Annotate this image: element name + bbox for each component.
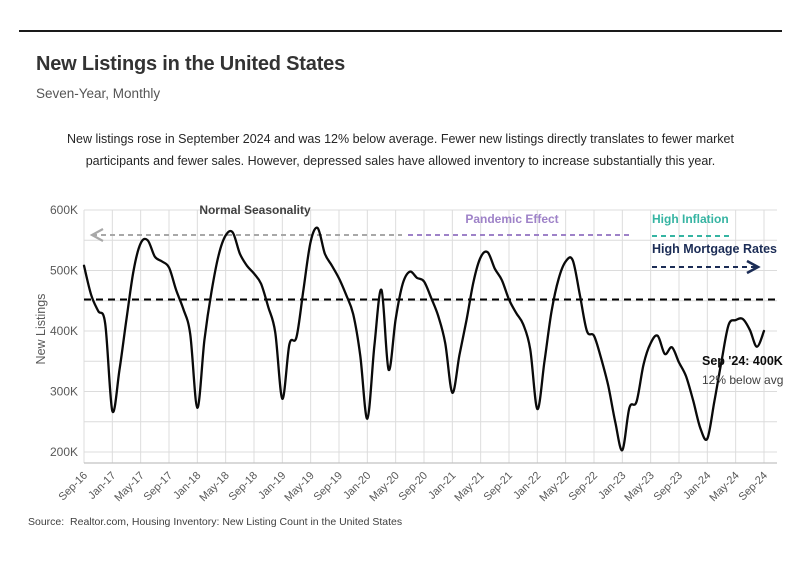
annotation-sep24-callout: Sep '24: 400K 12% below avg [702,352,783,390]
new-listings-line-chart: Sep-16Jan-17May-17Sep-17Jan-18May-18Sep-… [50,203,777,504]
chart-area: Sep-16 Jan-17 May-17 Sep-17 Jan-18 May-18 Sep-… [0,185,801,520]
svg-text:400K: 400K [50,324,78,338]
chart-description: New listings rose in September 2024 and … [0,128,801,172]
svg-text:500K: 500K [50,264,78,278]
svg-text:Sep-19: Sep-19 [312,470,346,504]
svg-text:Sep-23: Sep-23 [652,470,686,504]
svg-text:Sep-17: Sep-17 [142,470,176,504]
sep24-value-label: Sep '24: 400K [702,354,783,368]
top-divider [19,30,782,32]
svg-text:May-20: May-20 [367,470,401,504]
svg-text:Sep-18: Sep-18 [227,470,261,504]
description-line-2: participants and fewer sales. However, d… [85,154,716,168]
svg-text:200K: 200K [50,445,78,459]
svg-text:Sep-20: Sep-20 [397,470,431,504]
description-line-1: New listings rose in September 2024 and … [67,132,734,146]
svg-text:May-18: May-18 [197,470,231,504]
svg-text:Sep-16: Sep-16 [57,470,91,504]
svg-text:May-19: May-19 [282,470,316,504]
svg-text:Sep-21: Sep-21 [482,470,516,504]
svg-text:300K: 300K [50,385,78,399]
svg-text:May-21: May-21 [452,470,486,504]
svg-text:Sep-22: Sep-22 [567,470,601,504]
annotation-pandemic-effect: Pandemic Effect [465,212,559,226]
source-note: Source: Realtor.com, Housing Inventory: … [28,516,403,528]
svg-text:May-17: May-17 [112,470,146,504]
y-axis-title: New Listings [34,293,48,365]
annotation-normal-seasonality: Normal Seasonality [199,203,311,217]
svg-text:600K: 600K [50,203,78,217]
svg-text:May-22: May-22 [537,470,571,504]
page-subtitle: Seven-Year, Monthly [36,86,161,101]
annotation-high-inflation: High Inflation [652,212,729,226]
annotation-high-mortgage-rates: High Mortgage Rates [652,242,778,256]
svg-text:May-24: May-24 [707,470,741,504]
svg-text:Sep-24: Sep-24 [737,470,771,504]
page-title: New Listings in the United States [36,53,345,75]
sep24-sub-label: 12% below avg [702,373,784,387]
svg-text:May-23: May-23 [622,470,656,504]
